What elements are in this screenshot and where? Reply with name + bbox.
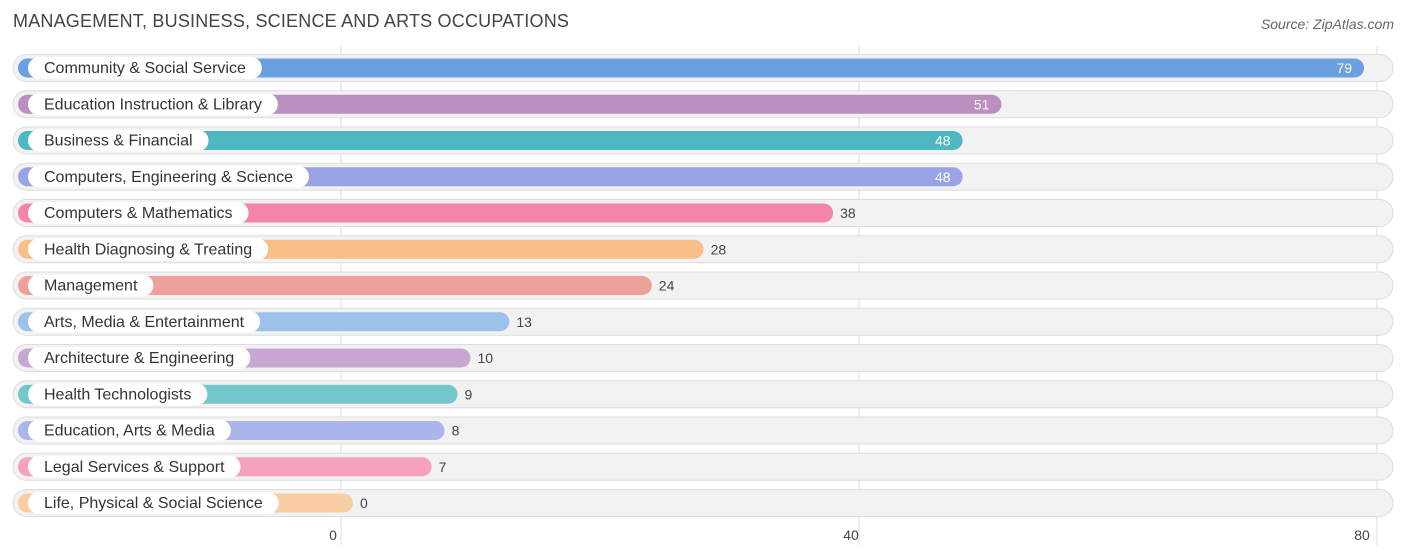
category-label-pill [28, 238, 269, 261]
x-tick-label: 80 [1354, 527, 1370, 543]
category-label: Education Instruction & Library [44, 96, 262, 113]
value-label: 38 [840, 205, 856, 221]
category-label-pill [28, 93, 278, 116]
category-label-pill [28, 165, 310, 188]
category-label: Computers & Mathematics [44, 205, 233, 222]
category-label: Community & Social Service [44, 60, 246, 77]
bar [18, 131, 963, 150]
x-tick-label: 40 [843, 527, 859, 543]
x-tick-label: 0 [329, 527, 337, 543]
category-label-pill [28, 129, 209, 152]
bar [18, 276, 652, 295]
category-label: Computers, Engineering & Science [44, 169, 293, 186]
value-label: 48 [935, 133, 951, 149]
category-label-pill [28, 383, 208, 406]
category-label: Legal Services & Support [44, 459, 225, 476]
category-label-pill [28, 492, 279, 514]
value-label: 24 [659, 278, 675, 294]
value-label: 10 [478, 350, 494, 366]
chart-source: Source: ZipAtlas.com [1260, 16, 1394, 32]
chart-title: MANAGEMENT, BUSINESS, SCIENCE AND ARTS O… [13, 11, 570, 31]
bar [18, 58, 1365, 78]
value-label: 0 [360, 495, 368, 511]
bar-track [12, 489, 1394, 517]
category-label-pill [28, 57, 262, 79]
category-label: Health Diagnosing & Treating [44, 241, 252, 258]
category-label-pill [28, 274, 154, 297]
category-label: Architecture & Engineering [44, 350, 234, 367]
category-label-pill [28, 310, 261, 333]
category-label: Management [44, 278, 138, 295]
value-label: 48 [935, 169, 951, 185]
category-label-pill [28, 347, 251, 369]
category-label: Education, Arts & Media [44, 423, 215, 440]
category-label: Arts, Media & Entertainment [44, 314, 245, 331]
category-label-pill [28, 202, 249, 224]
value-label: 28 [711, 241, 727, 257]
category-label: Life, Physical & Social Science [44, 495, 263, 512]
category-label-pill [28, 455, 241, 478]
value-label: 9 [465, 386, 473, 402]
category-label: Business & Financial [44, 133, 193, 150]
value-label: 13 [516, 314, 532, 330]
value-label: 8 [452, 423, 460, 439]
value-label: 79 [1336, 60, 1352, 76]
value-label: 51 [974, 96, 990, 112]
category-label-pill [28, 419, 231, 442]
value-label: 7 [439, 459, 447, 475]
category-label: Health Technologists [44, 386, 191, 403]
